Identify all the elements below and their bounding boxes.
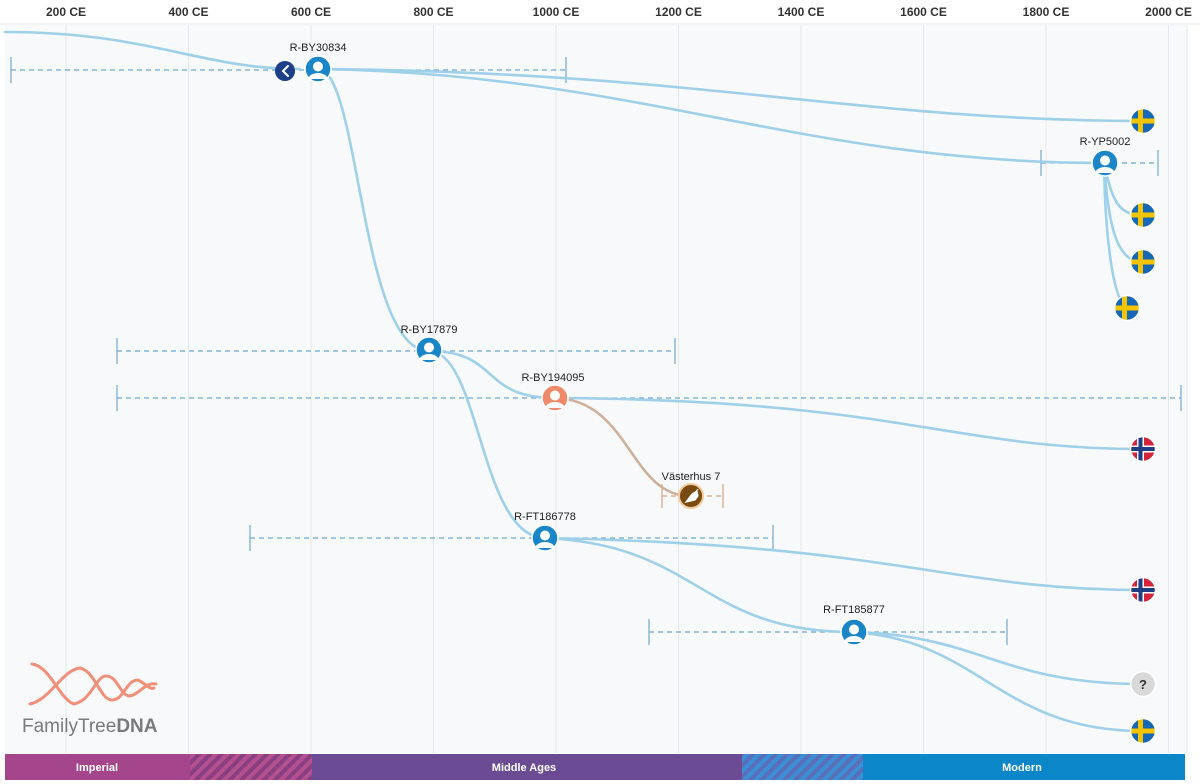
branch-by30834-yp5002 [316, 67, 1106, 165]
logo-text-regular: FamilyTree [22, 716, 116, 737]
person-icon [545, 390, 565, 408]
branch-by17879-ft186778 [427, 349, 547, 540]
axis-tick-label: 800 CE [413, 5, 453, 19]
era-middle-ages[interactable] [312, 754, 742, 780]
familytreedna-logo: FamilyTreeDNA [22, 662, 158, 737]
branches [3, 30, 1144, 733]
era-transition-imperial-middle [190, 754, 312, 780]
era-middle-ages-label: Middle Ages [492, 762, 556, 774]
branch-ft185877-unknown [851, 630, 1144, 686]
branch-by30834-by17879 [316, 67, 431, 353]
logo-text-bold: DNA [116, 716, 157, 737]
era-bar: Imperial Middle Ages Modern [5, 754, 1185, 780]
leaf-flags: ? [1113, 107, 1157, 745]
node-label-by17879: R-BY17879 [401, 324, 458, 336]
leaf-sweden-4[interactable] [1113, 294, 1141, 322]
node-by17879[interactable] [415, 336, 443, 364]
axis-tick-label: 400 CE [168, 5, 208, 19]
branch-ft185877-sweden-5 [851, 630, 1144, 733]
branch-by17879-by194095 [427, 349, 557, 400]
node-label-ft185877: R-FT185877 [823, 604, 885, 616]
node-label-vasterhus: Västerhus 7 [662, 471, 721, 483]
leaf-norway-1[interactable] [1129, 435, 1157, 463]
node-label-ft186778: R-FT186778 [514, 511, 576, 523]
branch-ft186778-ft185877 [543, 536, 855, 634]
flag-norway-icon [1129, 435, 1157, 463]
axis-tick-label: 1600 CE [900, 5, 947, 19]
unknown-symbol: ? [1139, 677, 1147, 692]
range-by17879 [116, 338, 676, 364]
range-ft186778 [249, 525, 774, 551]
range-ft185877 [648, 619, 1008, 645]
range-by194095 [116, 385, 1182, 411]
confidence-ranges [10, 57, 1182, 645]
node-label-by30834: R-BY30834 [290, 42, 347, 54]
person-icon [1095, 155, 1115, 173]
node-ft186778[interactable] [531, 524, 559, 552]
leaf-norway-2[interactable] [1129, 576, 1157, 604]
branch-root-by30834 [3, 30, 302, 71]
flag-norway-icon [1129, 576, 1157, 604]
person-icon [844, 624, 864, 642]
leaf-sweden-2[interactable] [1129, 201, 1157, 229]
axis-band [0, 0, 1200, 24]
flag-sweden-icon [1113, 294, 1141, 322]
node-vasterhus[interactable] [678, 483, 704, 509]
era-modern[interactable] [863, 754, 1185, 780]
leaf-sweden-5[interactable] [1129, 717, 1157, 745]
era-transition-middle-modern [742, 754, 863, 780]
chevron-left-icon [281, 65, 289, 77]
branch-ft186778-norway-2 [543, 536, 1144, 592]
axis-tick-label: 1000 CE [533, 5, 580, 19]
plot-area [5, 25, 1187, 753]
node-by30834[interactable] [304, 55, 332, 83]
unknown-origin-icon: ? [1129, 670, 1157, 698]
axis-tick-label: 2000 CE [1145, 5, 1192, 19]
era-modern-label: Modern [1002, 762, 1042, 774]
dna-helix-icon [28, 662, 158, 706]
flag-sweden-icon [1129, 201, 1157, 229]
node-label-yp5002: R-YP5002 [1080, 136, 1131, 148]
axis-tick-label: 200 CE [46, 5, 86, 19]
branch-by30834-sweden-1 [316, 67, 1144, 123]
svg-text:FamilyTreeDNA: FamilyTreeDNA [22, 716, 158, 737]
node-yp5002[interactable] [1091, 149, 1119, 177]
axis-labels: 200 CE 400 CE 600 CE 800 CE 1000 CE 1200 CE 14… [46, 5, 1192, 19]
flag-sweden-icon [1129, 248, 1157, 276]
node-ft185877[interactable] [840, 618, 868, 646]
leaf-sweden-3[interactable] [1129, 248, 1157, 276]
person-icon [535, 530, 555, 548]
node-label-by194095: R-BY194095 [522, 372, 585, 384]
person-icon [419, 342, 439, 360]
leaf-sweden-1[interactable] [1129, 107, 1157, 135]
haplogroup-nodes [304, 55, 1119, 646]
axis-tick-label: 600 CE [291, 5, 331, 19]
axis-tick-label: 1800 CE [1023, 5, 1070, 19]
axis-tick-label: 1400 CE [778, 5, 825, 19]
back-button[interactable] [275, 61, 295, 81]
era-imperial-label: Imperial [76, 762, 118, 774]
leaf-unknown-1[interactable]: ? [1129, 670, 1157, 698]
flag-sweden-icon [1129, 107, 1157, 135]
axis-tick-label: 1200 CE [655, 5, 702, 19]
node-by194095[interactable] [541, 384, 569, 412]
era-imperial[interactable] [5, 754, 190, 780]
person-icon [308, 61, 328, 79]
flag-sweden-icon [1129, 717, 1157, 745]
trowel-icon [684, 488, 699, 503]
branch-by194095-norway-1 [553, 396, 1144, 451]
branch-by194095-vasterhus [554, 396, 691, 498]
